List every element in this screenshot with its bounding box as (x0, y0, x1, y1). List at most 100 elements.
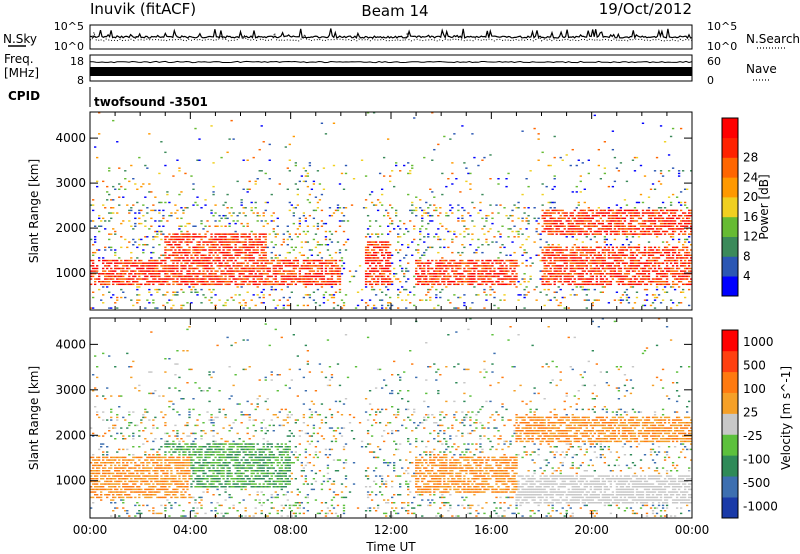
heatmap-cell (675, 304, 679, 307)
heatmap-cell (427, 236, 430, 238)
heatmap-cell (138, 275, 141, 278)
heatmap-cell (262, 267, 265, 270)
heatmap-cell (557, 267, 560, 270)
heatmap-cell (192, 286, 195, 288)
heatmap-cell (186, 280, 189, 283)
heatmap-cell (202, 236, 205, 238)
heatmap-cell (649, 228, 653, 230)
heatmap-cell (252, 280, 255, 283)
heatmap-cell (158, 230, 161, 233)
heatmap-cell (555, 270, 558, 272)
heatmap-cell (671, 251, 675, 254)
heatmap-cell (246, 270, 249, 272)
heatmap-cell (423, 262, 426, 264)
heatmap-cell (571, 249, 574, 251)
heatmap-cell (599, 273, 602, 275)
heatmap-cell (431, 246, 434, 249)
heatmap-cell (641, 270, 645, 272)
heatmap-cell (116, 212, 119, 214)
heatmap-cell (286, 275, 289, 278)
heatmap-cell (166, 273, 169, 275)
heatmap-cell (435, 233, 438, 235)
heatmap-cell (104, 207, 107, 209)
heatmap-cell (433, 204, 436, 206)
heatmap-cell (509, 254, 512, 257)
heatmap-cell (180, 304, 183, 307)
heatmap-cell (617, 228, 621, 230)
heatmap-cell (573, 254, 576, 257)
heatmap-cell (334, 209, 338, 212)
heatmap-cell (386, 259, 390, 262)
heatmap-cell (370, 275, 374, 278)
heatmap-cell (100, 273, 103, 275)
heatmap-cell (563, 214, 566, 217)
heatmap-cell (655, 280, 659, 283)
heatmap-cell (182, 249, 185, 251)
heatmap-cell (593, 299, 596, 301)
heatmap-cell (170, 307, 173, 309)
heatmap-cell (104, 275, 107, 278)
heatmap-cell (180, 246, 183, 249)
heatmap-cell (559, 265, 562, 267)
heatmap-cell (637, 259, 641, 262)
heatmap-cell (218, 220, 221, 222)
heatmap-cell (384, 286, 388, 288)
heatmap-cell (106, 462, 109, 464)
heatmap-cell (405, 228, 408, 230)
heatmap-cell (551, 278, 554, 280)
heatmap-cell (104, 278, 107, 280)
heatmap-cell (374, 246, 378, 249)
heatmap-cell (110, 480, 113, 483)
heatmap-cell (489, 267, 492, 270)
heatmap-cell (635, 246, 639, 249)
heatmap-cell (537, 233, 540, 235)
heatmap-cell (585, 259, 588, 262)
heatmap-cell (459, 262, 462, 264)
heatmap-cell (198, 262, 201, 264)
nave-label: Nave (746, 62, 777, 76)
heatmap-cell (190, 302, 193, 304)
heatmap-cell (545, 275, 548, 278)
heatmap-cell (441, 172, 444, 175)
heatmap-cell (421, 273, 424, 275)
heatmap-cell (154, 262, 157, 264)
heatmap-cell (427, 270, 430, 272)
heatmap-cell (571, 191, 574, 193)
heatmap-cell (338, 280, 342, 283)
heatmap-cell (643, 246, 647, 249)
heatmap-cell (579, 249, 582, 251)
heatmap-cell (228, 222, 231, 225)
heatmap-cell (338, 291, 342, 293)
heatmap-cell (260, 246, 263, 249)
heatmap-cell (641, 251, 645, 254)
heatmap-cell (166, 280, 169, 283)
heatmap-cell (431, 273, 434, 275)
heatmap-cell (563, 254, 566, 257)
heatmap-cell (439, 265, 442, 267)
heatmap-cell (429, 288, 432, 291)
heatmap-cell (659, 183, 663, 185)
heatmap-cell (96, 486, 99, 488)
heatmap-cell (603, 228, 607, 230)
heatmap-cell (266, 270, 269, 272)
heatmap-cell (372, 278, 376, 280)
heatmap-cell (621, 280, 625, 283)
heatmap-cell (547, 214, 550, 217)
heatmap-cell (533, 217, 536, 220)
heatmap-cell (439, 273, 442, 275)
heatmap-cell (336, 265, 340, 267)
heatmap-cell (92, 254, 95, 257)
heatmap-cell (248, 246, 251, 249)
heatmap-cell (653, 222, 657, 225)
heatmap-cell (320, 259, 324, 262)
heatmap-cell (577, 257, 580, 259)
heatmap-cell (320, 280, 324, 283)
heatmap-cell (509, 265, 512, 267)
heatmap-cell (453, 273, 456, 275)
heatmap-cell (96, 475, 99, 477)
heatmap-cell (220, 244, 223, 246)
heatmap-cell (617, 299, 621, 301)
heatmap-cell (603, 286, 607, 288)
heatmap-cell (90, 491, 93, 493)
heatmap-cell (140, 265, 143, 267)
